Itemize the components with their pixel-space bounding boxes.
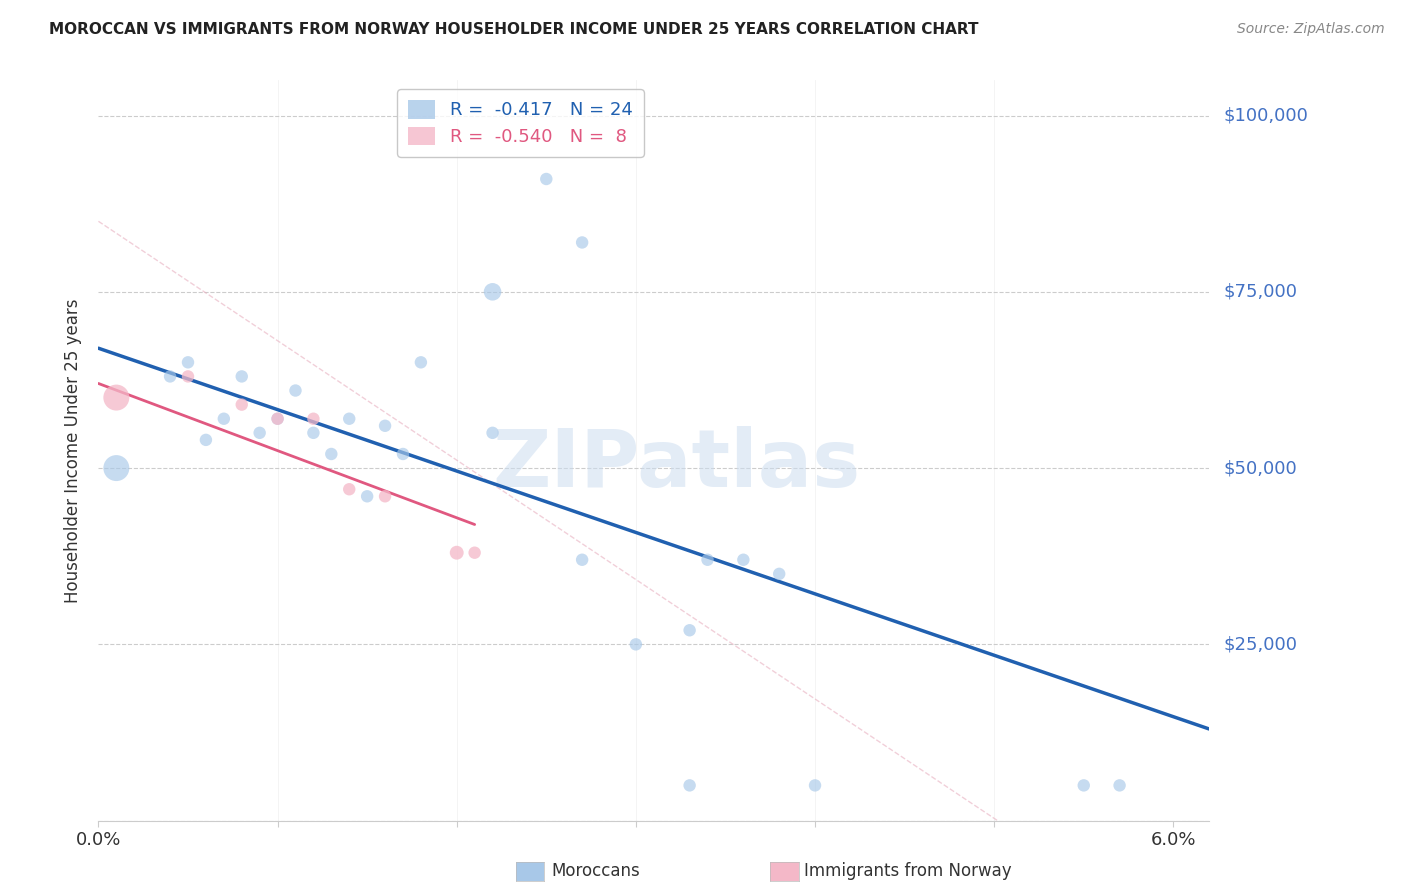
- Point: [1073, 778, 1095, 792]
- Text: Moroccans: Moroccans: [551, 863, 640, 880]
- Point: [194, 433, 217, 447]
- Text: $75,000: $75,000: [1223, 283, 1298, 301]
- Point: [374, 418, 396, 433]
- Point: [302, 425, 325, 440]
- Point: [337, 482, 360, 496]
- Point: [464, 546, 486, 560]
- Text: $100,000: $100,000: [1223, 106, 1308, 125]
- Point: [105, 391, 128, 405]
- Point: [177, 355, 200, 369]
- Text: $50,000: $50,000: [1223, 459, 1296, 477]
- Point: [536, 172, 558, 186]
- Point: [266, 411, 288, 425]
- Point: [733, 553, 755, 567]
- Point: [249, 425, 271, 440]
- Point: [768, 566, 790, 581]
- Point: [321, 447, 343, 461]
- Point: [212, 411, 235, 425]
- Point: [266, 411, 288, 425]
- Point: [481, 425, 503, 440]
- Point: [624, 637, 647, 651]
- Point: [481, 285, 503, 299]
- Y-axis label: Householder Income Under 25 years: Householder Income Under 25 years: [65, 298, 83, 603]
- Point: [105, 461, 128, 475]
- Point: [804, 778, 827, 792]
- Point: [392, 447, 415, 461]
- Text: Source: ZipAtlas.com: Source: ZipAtlas.com: [1237, 22, 1385, 37]
- Text: $25,000: $25,000: [1223, 635, 1298, 653]
- Point: [356, 489, 378, 503]
- Point: [302, 411, 325, 425]
- Point: [159, 369, 181, 384]
- Point: [409, 355, 432, 369]
- Point: [337, 411, 360, 425]
- Point: [231, 369, 253, 384]
- Point: [678, 778, 700, 792]
- Point: [374, 489, 396, 503]
- Text: MOROCCAN VS IMMIGRANTS FROM NORWAY HOUSEHOLDER INCOME UNDER 25 YEARS CORRELATION: MOROCCAN VS IMMIGRANTS FROM NORWAY HOUSE…: [49, 22, 979, 37]
- Legend: R =  -0.417   N = 24, R =  -0.540   N =  8: R = -0.417 N = 24, R = -0.540 N = 8: [398, 89, 644, 157]
- Point: [1108, 778, 1130, 792]
- Point: [231, 398, 253, 412]
- Text: Immigrants from Norway: Immigrants from Norway: [804, 863, 1012, 880]
- Point: [571, 235, 593, 250]
- Point: [446, 546, 468, 560]
- Point: [177, 369, 200, 384]
- Point: [284, 384, 307, 398]
- Point: [678, 624, 700, 638]
- Point: [696, 553, 718, 567]
- Point: [571, 553, 593, 567]
- Text: ZIPatlas: ZIPatlas: [492, 426, 860, 504]
